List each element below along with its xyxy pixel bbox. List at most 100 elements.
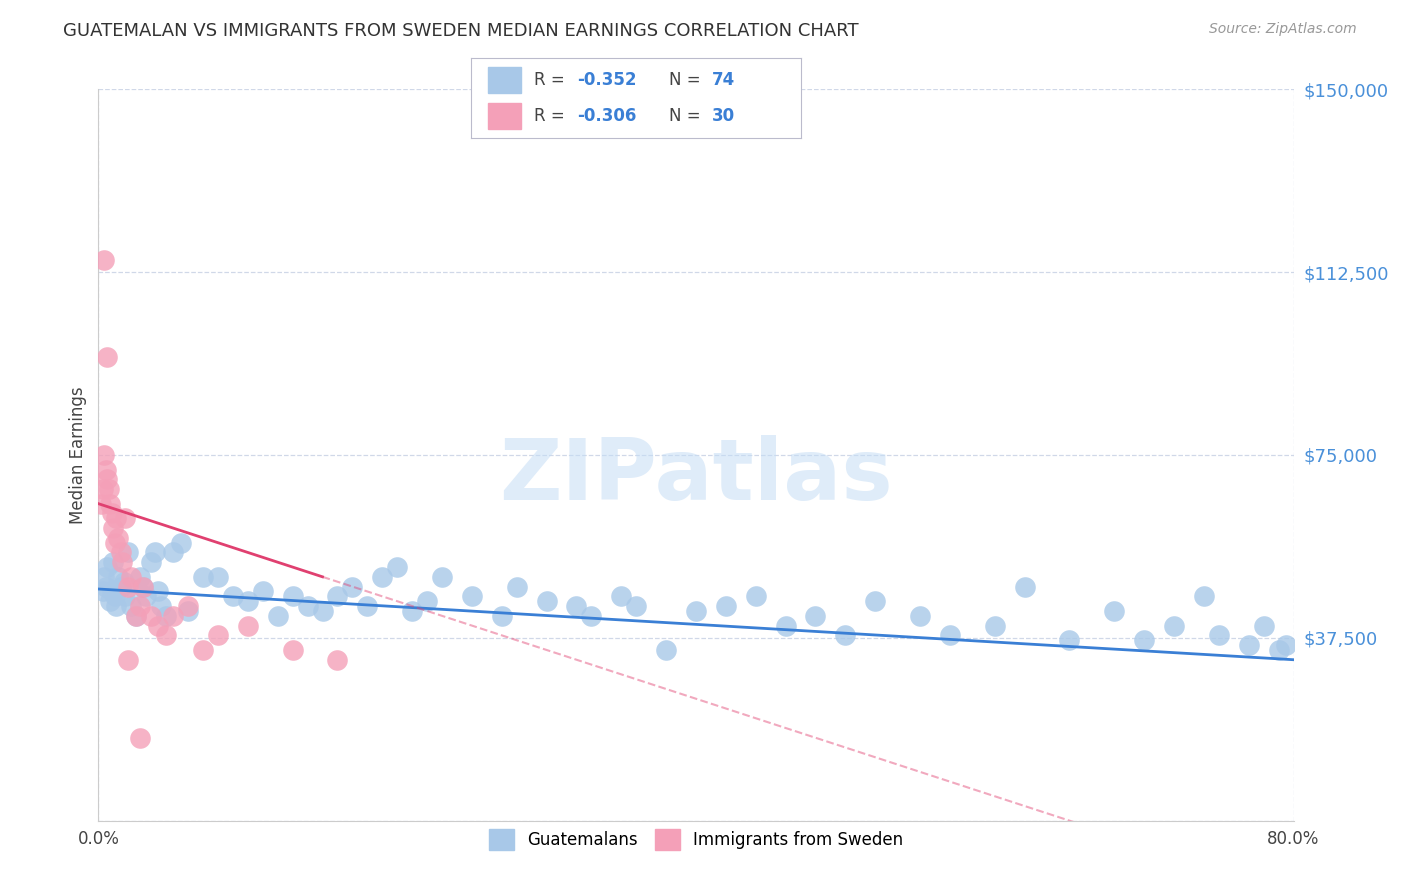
Point xyxy=(155,628,177,642)
Point xyxy=(356,599,378,613)
Point xyxy=(96,472,118,486)
Point xyxy=(143,545,166,559)
Point xyxy=(132,580,155,594)
Point xyxy=(90,497,112,511)
Text: R =: R = xyxy=(534,107,569,125)
Point xyxy=(908,608,931,623)
Point xyxy=(236,618,259,632)
Point xyxy=(1163,618,1185,632)
Point xyxy=(430,570,453,584)
Point xyxy=(461,590,484,604)
Point xyxy=(326,653,349,667)
Point xyxy=(714,599,737,613)
Point xyxy=(135,590,157,604)
Point xyxy=(110,545,132,559)
Point xyxy=(1275,638,1298,652)
Point xyxy=(104,535,127,549)
Point xyxy=(169,535,191,549)
Point xyxy=(236,594,259,608)
Point xyxy=(371,570,394,584)
Point xyxy=(939,628,962,642)
Point xyxy=(1133,633,1156,648)
Point xyxy=(129,599,152,613)
Point xyxy=(536,594,558,608)
Point xyxy=(984,618,1007,632)
Point xyxy=(117,545,139,559)
Text: 30: 30 xyxy=(713,107,735,125)
Point xyxy=(506,580,529,594)
Text: R =: R = xyxy=(534,71,569,89)
Point xyxy=(125,608,148,623)
Point xyxy=(103,521,125,535)
Point xyxy=(385,560,409,574)
Bar xyxy=(488,103,520,129)
Point xyxy=(117,580,139,594)
Point xyxy=(97,482,120,496)
Point xyxy=(139,608,162,623)
Point xyxy=(114,511,136,525)
Point xyxy=(281,590,304,604)
Point xyxy=(101,584,124,599)
Point xyxy=(98,594,122,608)
Point xyxy=(252,584,274,599)
Point xyxy=(104,590,127,604)
Point xyxy=(139,555,162,569)
Point xyxy=(1192,590,1215,604)
Legend: Guatemalans, Immigrants from Sweden: Guatemalans, Immigrants from Sweden xyxy=(482,822,910,856)
Point xyxy=(125,608,148,623)
Point xyxy=(111,555,134,569)
Point xyxy=(207,628,229,642)
Point xyxy=(1253,618,1275,632)
Point xyxy=(150,599,173,613)
Point xyxy=(581,608,603,623)
Point xyxy=(148,618,170,632)
Point xyxy=(93,448,115,462)
Point xyxy=(98,497,122,511)
Point xyxy=(775,618,797,632)
Point xyxy=(155,608,177,623)
Text: -0.352: -0.352 xyxy=(576,71,637,89)
Point xyxy=(610,590,633,604)
Point xyxy=(222,590,245,604)
Point xyxy=(804,608,827,623)
Point xyxy=(745,590,768,604)
Point xyxy=(565,599,588,613)
Point xyxy=(162,608,184,623)
Point xyxy=(491,608,513,623)
Point xyxy=(93,252,115,267)
Point xyxy=(177,599,200,613)
Point xyxy=(177,604,200,618)
Point xyxy=(94,462,117,476)
Point xyxy=(96,560,118,574)
Point xyxy=(93,570,115,584)
Point xyxy=(91,584,114,599)
Text: ZIPatlas: ZIPatlas xyxy=(499,435,893,518)
Text: GUATEMALAN VS IMMIGRANTS FROM SWEDEN MEDIAN EARNINGS CORRELATION CHART: GUATEMALAN VS IMMIGRANTS FROM SWEDEN MED… xyxy=(63,22,859,40)
Point xyxy=(1104,604,1126,618)
Point xyxy=(114,590,136,604)
Point xyxy=(1237,638,1260,652)
Point xyxy=(401,604,423,618)
Point xyxy=(685,604,707,618)
Point xyxy=(834,628,856,642)
Point xyxy=(191,570,214,584)
Point xyxy=(865,594,887,608)
Point xyxy=(162,545,184,559)
Bar xyxy=(488,67,520,94)
Text: 74: 74 xyxy=(713,71,735,89)
Point xyxy=(1208,628,1230,642)
Point xyxy=(326,590,349,604)
Point xyxy=(311,604,333,618)
Point xyxy=(96,351,118,365)
Point xyxy=(1267,643,1289,657)
Point xyxy=(110,580,132,594)
Point xyxy=(101,507,124,521)
Point xyxy=(342,580,364,594)
Text: N =: N = xyxy=(669,71,706,89)
Point xyxy=(91,482,114,496)
Point xyxy=(267,608,290,623)
Point xyxy=(117,653,139,667)
Point xyxy=(129,570,152,584)
Point xyxy=(107,570,129,584)
Point xyxy=(655,643,678,657)
